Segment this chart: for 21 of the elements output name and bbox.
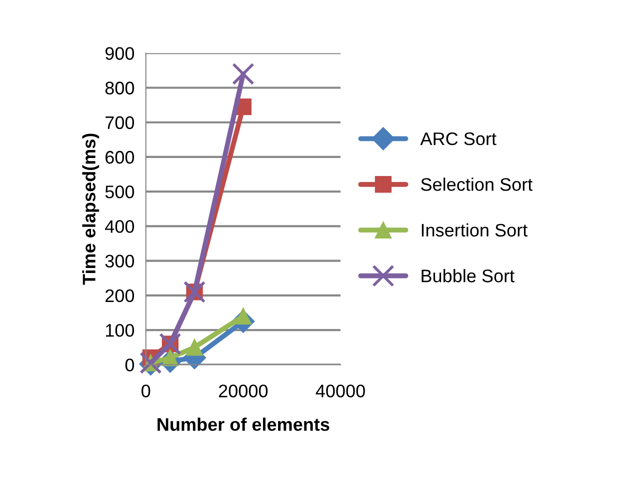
y-tick-label: 300 bbox=[105, 254, 134, 268]
y-tick-label: 900 bbox=[105, 47, 134, 60]
x-tick-label: 20000 bbox=[218, 384, 268, 398]
legend-label: Bubble Sort bbox=[422, 269, 514, 282]
y-tick-label: 400 bbox=[105, 220, 134, 233]
point bbox=[232, 62, 254, 86]
y-tick-label: 600 bbox=[106, 150, 134, 164]
y-tick-label: 700 bbox=[106, 116, 134, 130]
y-axis-title: Time elapsed(ms) bbox=[82, 134, 100, 285]
x-tick-label: 0 bbox=[142, 384, 150, 398]
y-tick-label: 500 bbox=[105, 186, 134, 198]
y-tick-label: 200 bbox=[106, 289, 134, 302]
y-tick-label: 800 bbox=[105, 82, 134, 94]
y-tick-label: 100 bbox=[106, 324, 134, 337]
legend-label: ARC Sort bbox=[420, 132, 496, 146]
y-tick-label: 0 bbox=[125, 358, 134, 372]
x-tick-label: 40000 bbox=[316, 384, 365, 398]
legend-label: Selection Sort bbox=[421, 178, 533, 191]
legend-label: Insertion Sort bbox=[422, 223, 528, 237]
x-axis-title: Number of elements bbox=[158, 418, 330, 431]
point bbox=[186, 339, 203, 356]
